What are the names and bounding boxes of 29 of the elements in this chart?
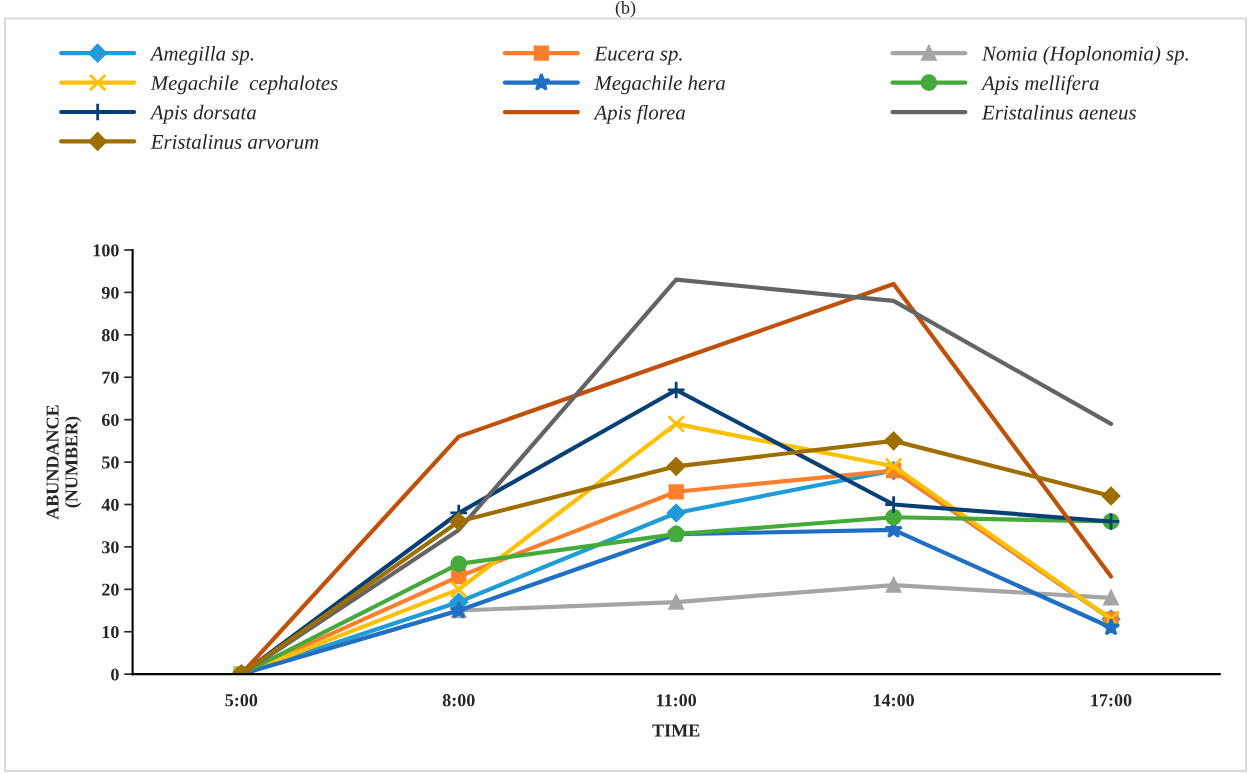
legend-label: Megachile hera [594, 75, 725, 95]
y-tick-label: 100 [93, 244, 119, 257]
y-tick-label: 90 [101, 286, 119, 299]
legend-label: Eucera sp. [594, 46, 682, 65]
legend-label: Apis mellifera [980, 75, 1099, 95]
legend-label: Eristalinus aeneus [981, 104, 1136, 120]
y-tick-label: 0 [111, 668, 119, 681]
y-tick-label: 80 [101, 329, 119, 342]
legend-label: Amegilla sp. [149, 45, 254, 65]
y-tick-label: 40 [101, 498, 119, 511]
y-tick-label: 10 [102, 626, 119, 639]
x-axis-title: TIME [652, 724, 700, 737]
y-tick-label: 70 [102, 371, 119, 384]
x-tick-label: 5:00 [225, 694, 258, 707]
y-axis-title: ABUNDANCE (NUMBER) [46, 405, 82, 520]
legend-label: Nomia (Hoplonomia) sp. [981, 45, 1188, 65]
x-tick-label: 14:00 [873, 694, 914, 707]
x-tick-label: 17:00 [1091, 694, 1132, 707]
legend-label: Apis florea [593, 104, 685, 124]
y-tick-label: 50 [102, 456, 119, 469]
legend-label: Apis dorsata [149, 104, 256, 124]
x-tick-label: 8:00 [442, 694, 475, 707]
legend-label: Megachile cephalotes [150, 75, 338, 95]
y-tick-label: 60 [101, 413, 119, 427]
y-tick-label: 30 [102, 541, 119, 554]
chart-title: (b) [615, 1, 636, 18]
y-tick-label: 20 [102, 583, 119, 596]
legend-label: Eristalinus arvorum [150, 134, 319, 149]
x-tick-label: 11:00 [657, 694, 697, 707]
